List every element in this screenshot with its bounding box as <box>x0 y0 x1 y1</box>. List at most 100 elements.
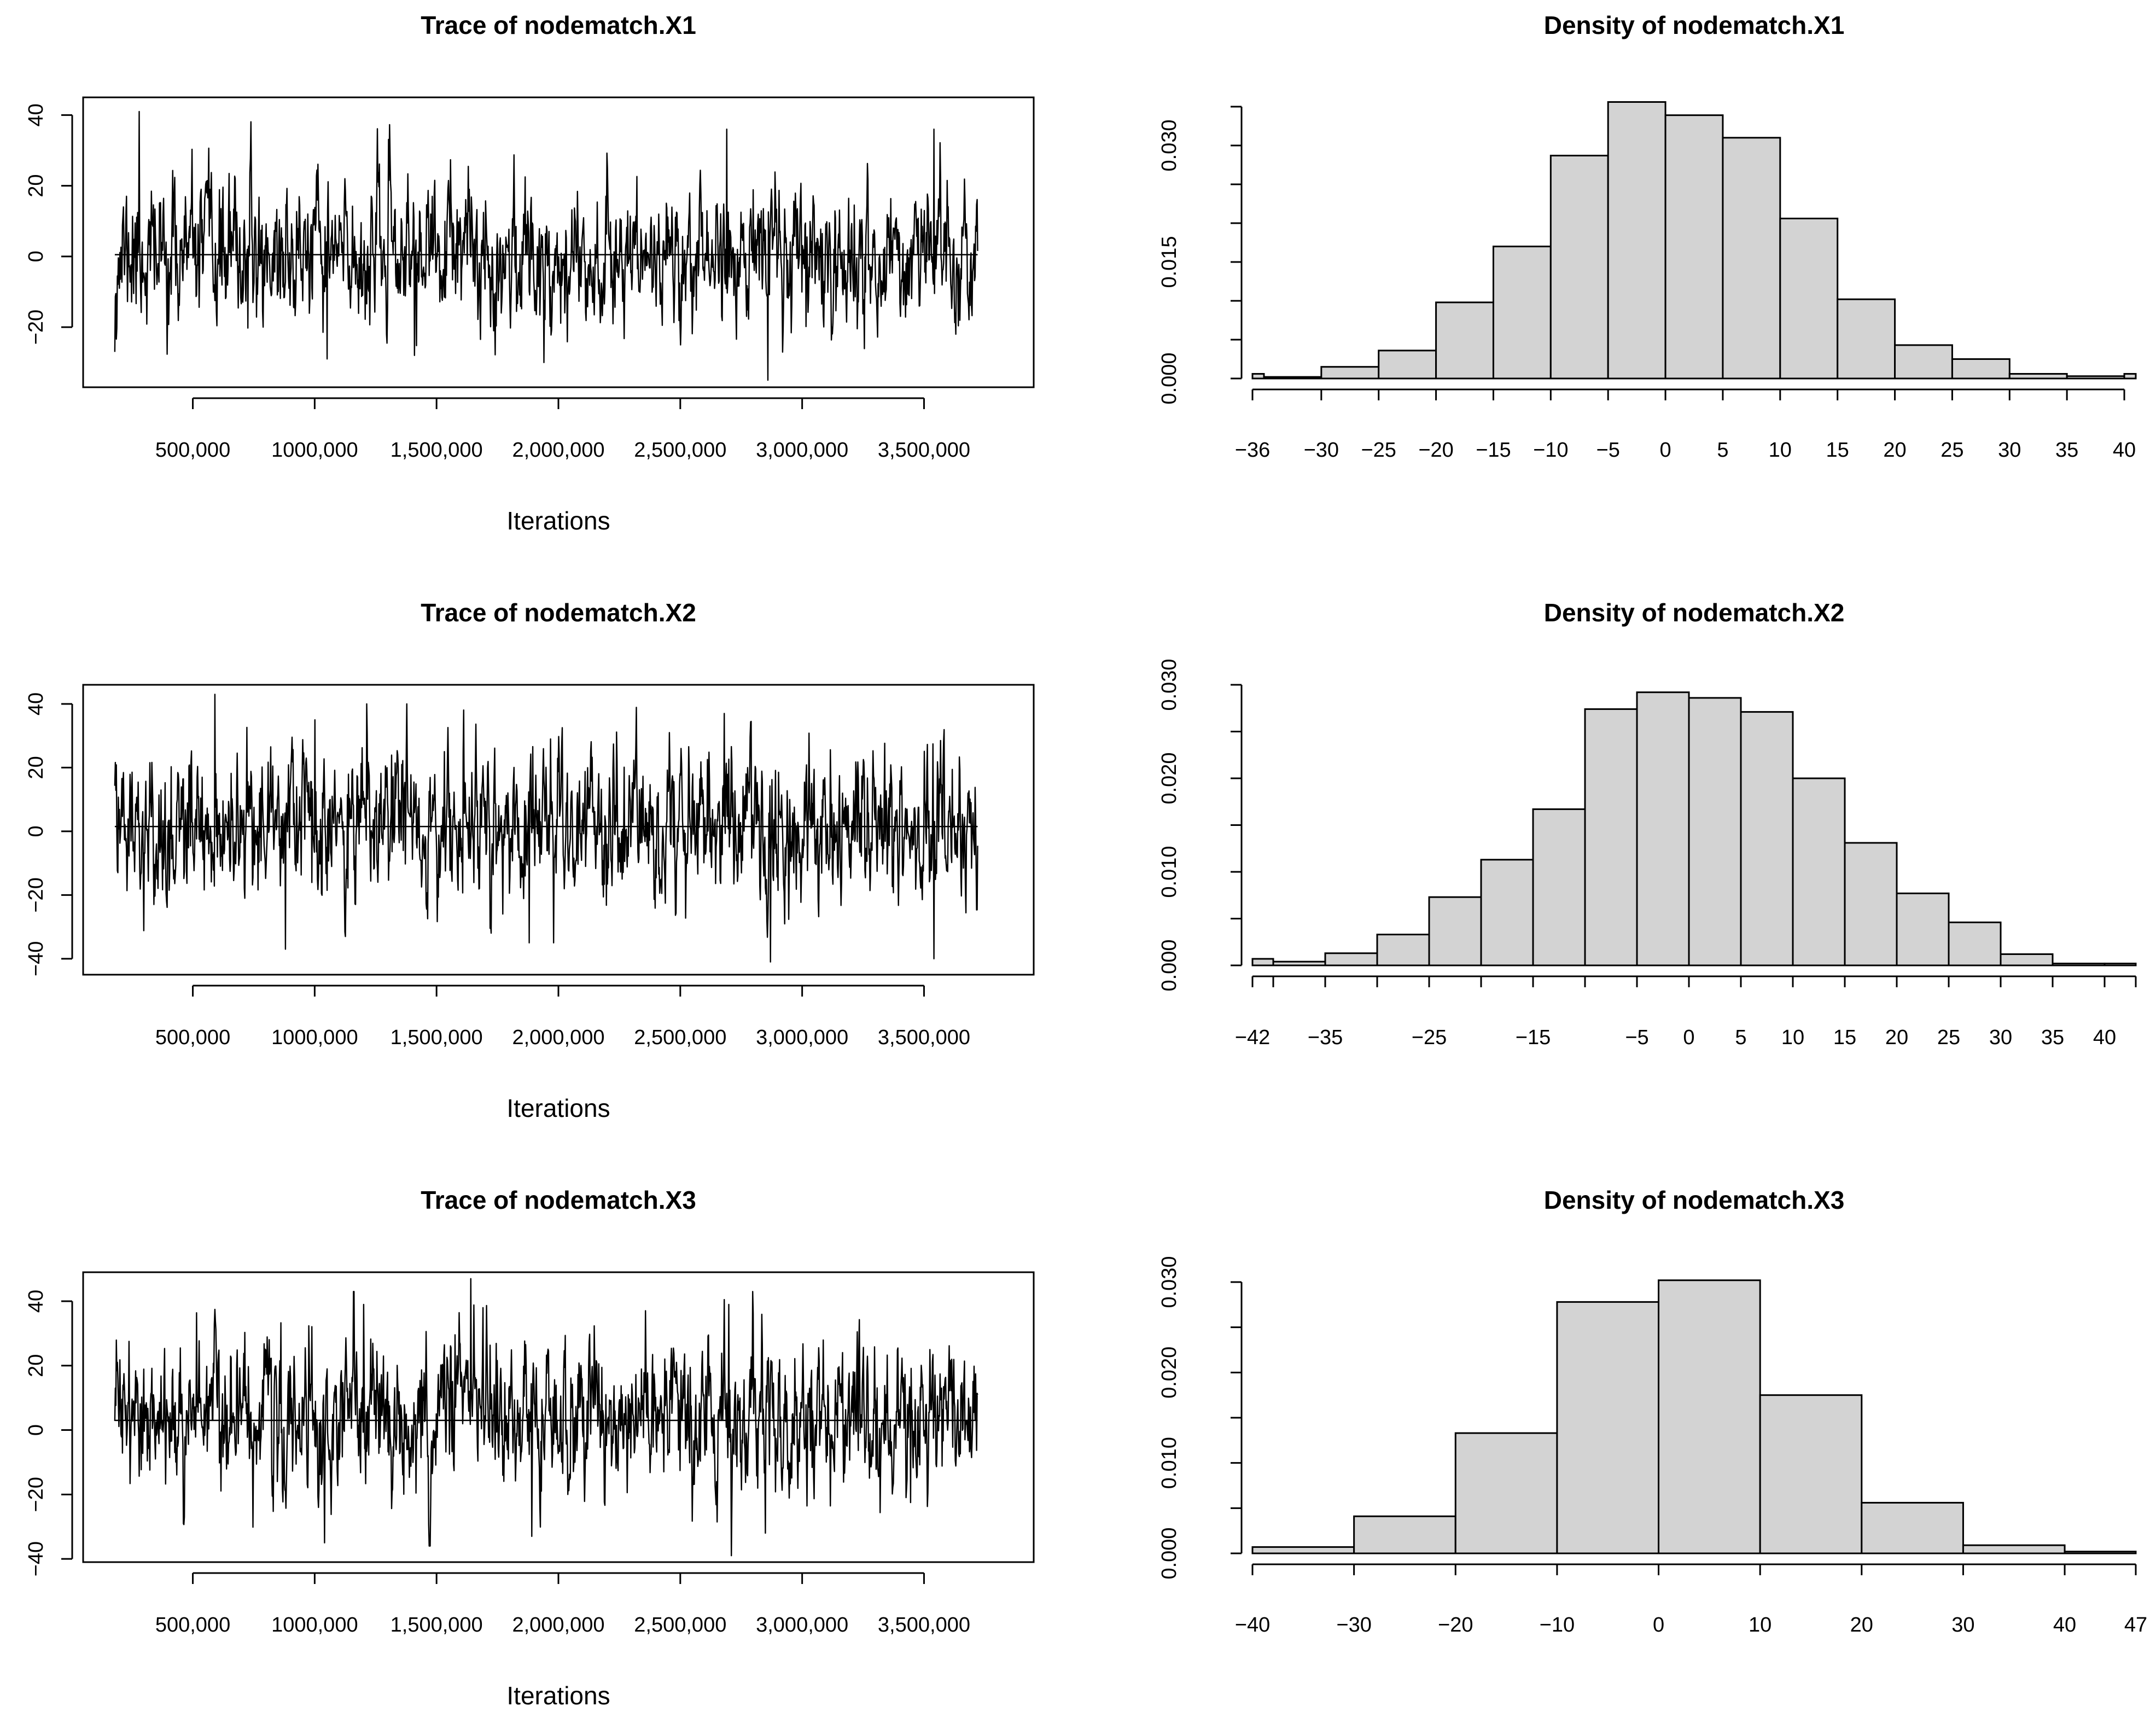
x-tick-label: −30 <box>1304 439 1339 462</box>
x-tick-label: 25 <box>1937 1026 1960 1049</box>
x-tick-label: 1000,000 <box>271 1026 358 1049</box>
y-tick-label: 20 <box>25 756 48 779</box>
x-tick-label: 3,500,000 <box>878 1026 970 1049</box>
x-tick-label: 35 <box>2055 439 2078 462</box>
x-tick-label: 1,500,000 <box>391 1026 483 1049</box>
x-tick-label: 3,500,000 <box>878 439 970 462</box>
x-tick-label: 25 <box>1941 439 1963 462</box>
histogram-bar <box>1532 808 1586 966</box>
histogram-bar <box>1792 777 1846 966</box>
histogram-bar <box>2000 953 2054 966</box>
histogram-bar <box>1251 958 1274 966</box>
histogram-bar <box>1664 114 1724 380</box>
histogram-bar <box>1779 217 1839 380</box>
y-tick-label: 0.010 <box>1158 846 1181 898</box>
x-tick-label: −35 <box>1308 1026 1343 1049</box>
density-plot-3: Density of nodematch.X3 −40 −30 −20 −10 0 10 20… <box>1158 1186 2147 1637</box>
y-tick-label: 0.020 <box>1158 1347 1181 1399</box>
histogram-bar <box>2052 963 2106 966</box>
x-axis-label: Iterations <box>506 1094 610 1122</box>
x-tick-label: 2,500,000 <box>634 439 726 462</box>
x-tick-label: −36 <box>1235 439 1270 462</box>
x-tick-label: −10 <box>1540 1614 1575 1637</box>
histogram-bar <box>1759 1394 1863 1554</box>
histogram-bar <box>1722 137 1781 380</box>
x-tick-label: −5 <box>1625 1026 1648 1049</box>
y-tick-label: 0 <box>25 251 48 262</box>
x-tick-label: 40 <box>2053 1614 2076 1637</box>
histogram-bar <box>1556 1301 1660 1554</box>
y-tick-label: 0.030 <box>1158 659 1181 711</box>
x-tick-label: −42 <box>1235 1026 1270 1049</box>
x-tick-label: 500,000 <box>155 1614 230 1637</box>
histogram-bar <box>1263 376 1322 380</box>
histogram-bar <box>1584 708 1638 966</box>
x-tick-label: 0 <box>1659 439 1671 462</box>
y-tick-label: 40 <box>25 692 48 715</box>
histogram-bar <box>1353 1515 1456 1554</box>
x-tick-label: 2,000,000 <box>512 1026 604 1049</box>
histogram-bar <box>1251 372 1265 380</box>
density-plot-2: Density of nodematch.X2 −42 −35 −25 −15 −5 0 5 1… <box>1158 598 2137 1049</box>
histogram-bar <box>1861 1501 1964 1554</box>
x-tick-label: −5 <box>1596 439 1620 462</box>
histogram-bar <box>1688 697 1742 966</box>
chart-title: Density of nodematch.X1 <box>1544 11 1845 39</box>
histogram-bar <box>1378 350 1437 380</box>
x-tick-label: 1,500,000 <box>391 439 483 462</box>
x-tick-label: −40 <box>1235 1614 1270 1637</box>
y-tick-label: 0.010 <box>1158 1437 1181 1489</box>
histogram-bar <box>1320 366 1380 380</box>
histogram-bar <box>1549 154 1609 380</box>
histogram-bar <box>1894 344 1953 380</box>
x-tick-label: −25 <box>1361 439 1396 462</box>
plot-frame <box>82 684 1035 976</box>
histogram-bar <box>1480 859 1534 966</box>
trace-plot-3: Trace of nodematch.X3 500,000 1000,000 1,50… <box>25 1186 1035 1710</box>
x-tick-label: 15 <box>1833 1026 1856 1049</box>
y-tick-label: 20 <box>25 174 48 197</box>
x-tick-label: −25 <box>1412 1026 1447 1049</box>
histogram-bar <box>1740 711 1794 966</box>
y-tick-label: −40 <box>25 1541 48 1576</box>
density-plot-1: Density of nodematch.X1 −36 −30 −25 −20 −15 −1… <box>1158 11 2137 462</box>
x-tick-label: 40 <box>2093 1026 2116 1049</box>
histogram-bar <box>1948 921 2002 966</box>
x-tick-label: 2,500,000 <box>634 1026 726 1049</box>
chart-title: Density of nodematch.X3 <box>1544 1186 1845 1214</box>
y-tick-label: 0.015 <box>1158 236 1181 288</box>
x-tick-label: 40 <box>2113 439 2136 462</box>
chart-title: Trace of nodematch.X1 <box>421 11 696 39</box>
x-tick-label: −30 <box>1336 1614 1371 1637</box>
histogram-bar <box>1376 934 1430 966</box>
y-tick-label: 0.000 <box>1158 939 1181 991</box>
x-tick-label: 2,000,000 <box>512 439 604 462</box>
histogram-bar <box>1324 952 1378 966</box>
trace-plot-1: Trace of nodematch.X1 500,000 1000,000 1,50… <box>25 11 1035 535</box>
x-tick-label: 10 <box>1769 439 1792 462</box>
y-tick-label: 0.030 <box>1158 119 1181 171</box>
histogram-bar <box>1844 842 1898 966</box>
x-tick-label: −20 <box>1418 439 1453 462</box>
y-tick-label: −20 <box>25 310 48 345</box>
chart-title: Trace of nodematch.X2 <box>421 598 696 627</box>
chart-title: Density of nodematch.X2 <box>1544 598 1845 627</box>
x-tick-label: 5 <box>1717 439 1728 462</box>
histogram-bar <box>1962 1544 2066 1554</box>
y-tick-label: 0 <box>25 825 48 837</box>
y-tick-label: −20 <box>25 877 48 912</box>
histogram-bar <box>1658 1279 1761 1554</box>
y-tick-label: 40 <box>25 1290 48 1313</box>
y-tick-label: 0.000 <box>1158 1527 1181 1579</box>
histogram-bar <box>1428 896 1482 966</box>
x-tick-label: 20 <box>1850 1614 1873 1637</box>
x-tick-label: −15 <box>1476 439 1511 462</box>
x-tick-label: 1000,000 <box>271 439 358 462</box>
x-axis-label: Iterations <box>506 1681 610 1710</box>
histogram-bar <box>2064 1551 2137 1554</box>
x-tick-label: 35 <box>2041 1026 2064 1049</box>
histogram-bar <box>1951 358 2011 380</box>
x-tick-label: 3,500,000 <box>878 1614 970 1637</box>
histogram-bar <box>1896 892 1950 966</box>
